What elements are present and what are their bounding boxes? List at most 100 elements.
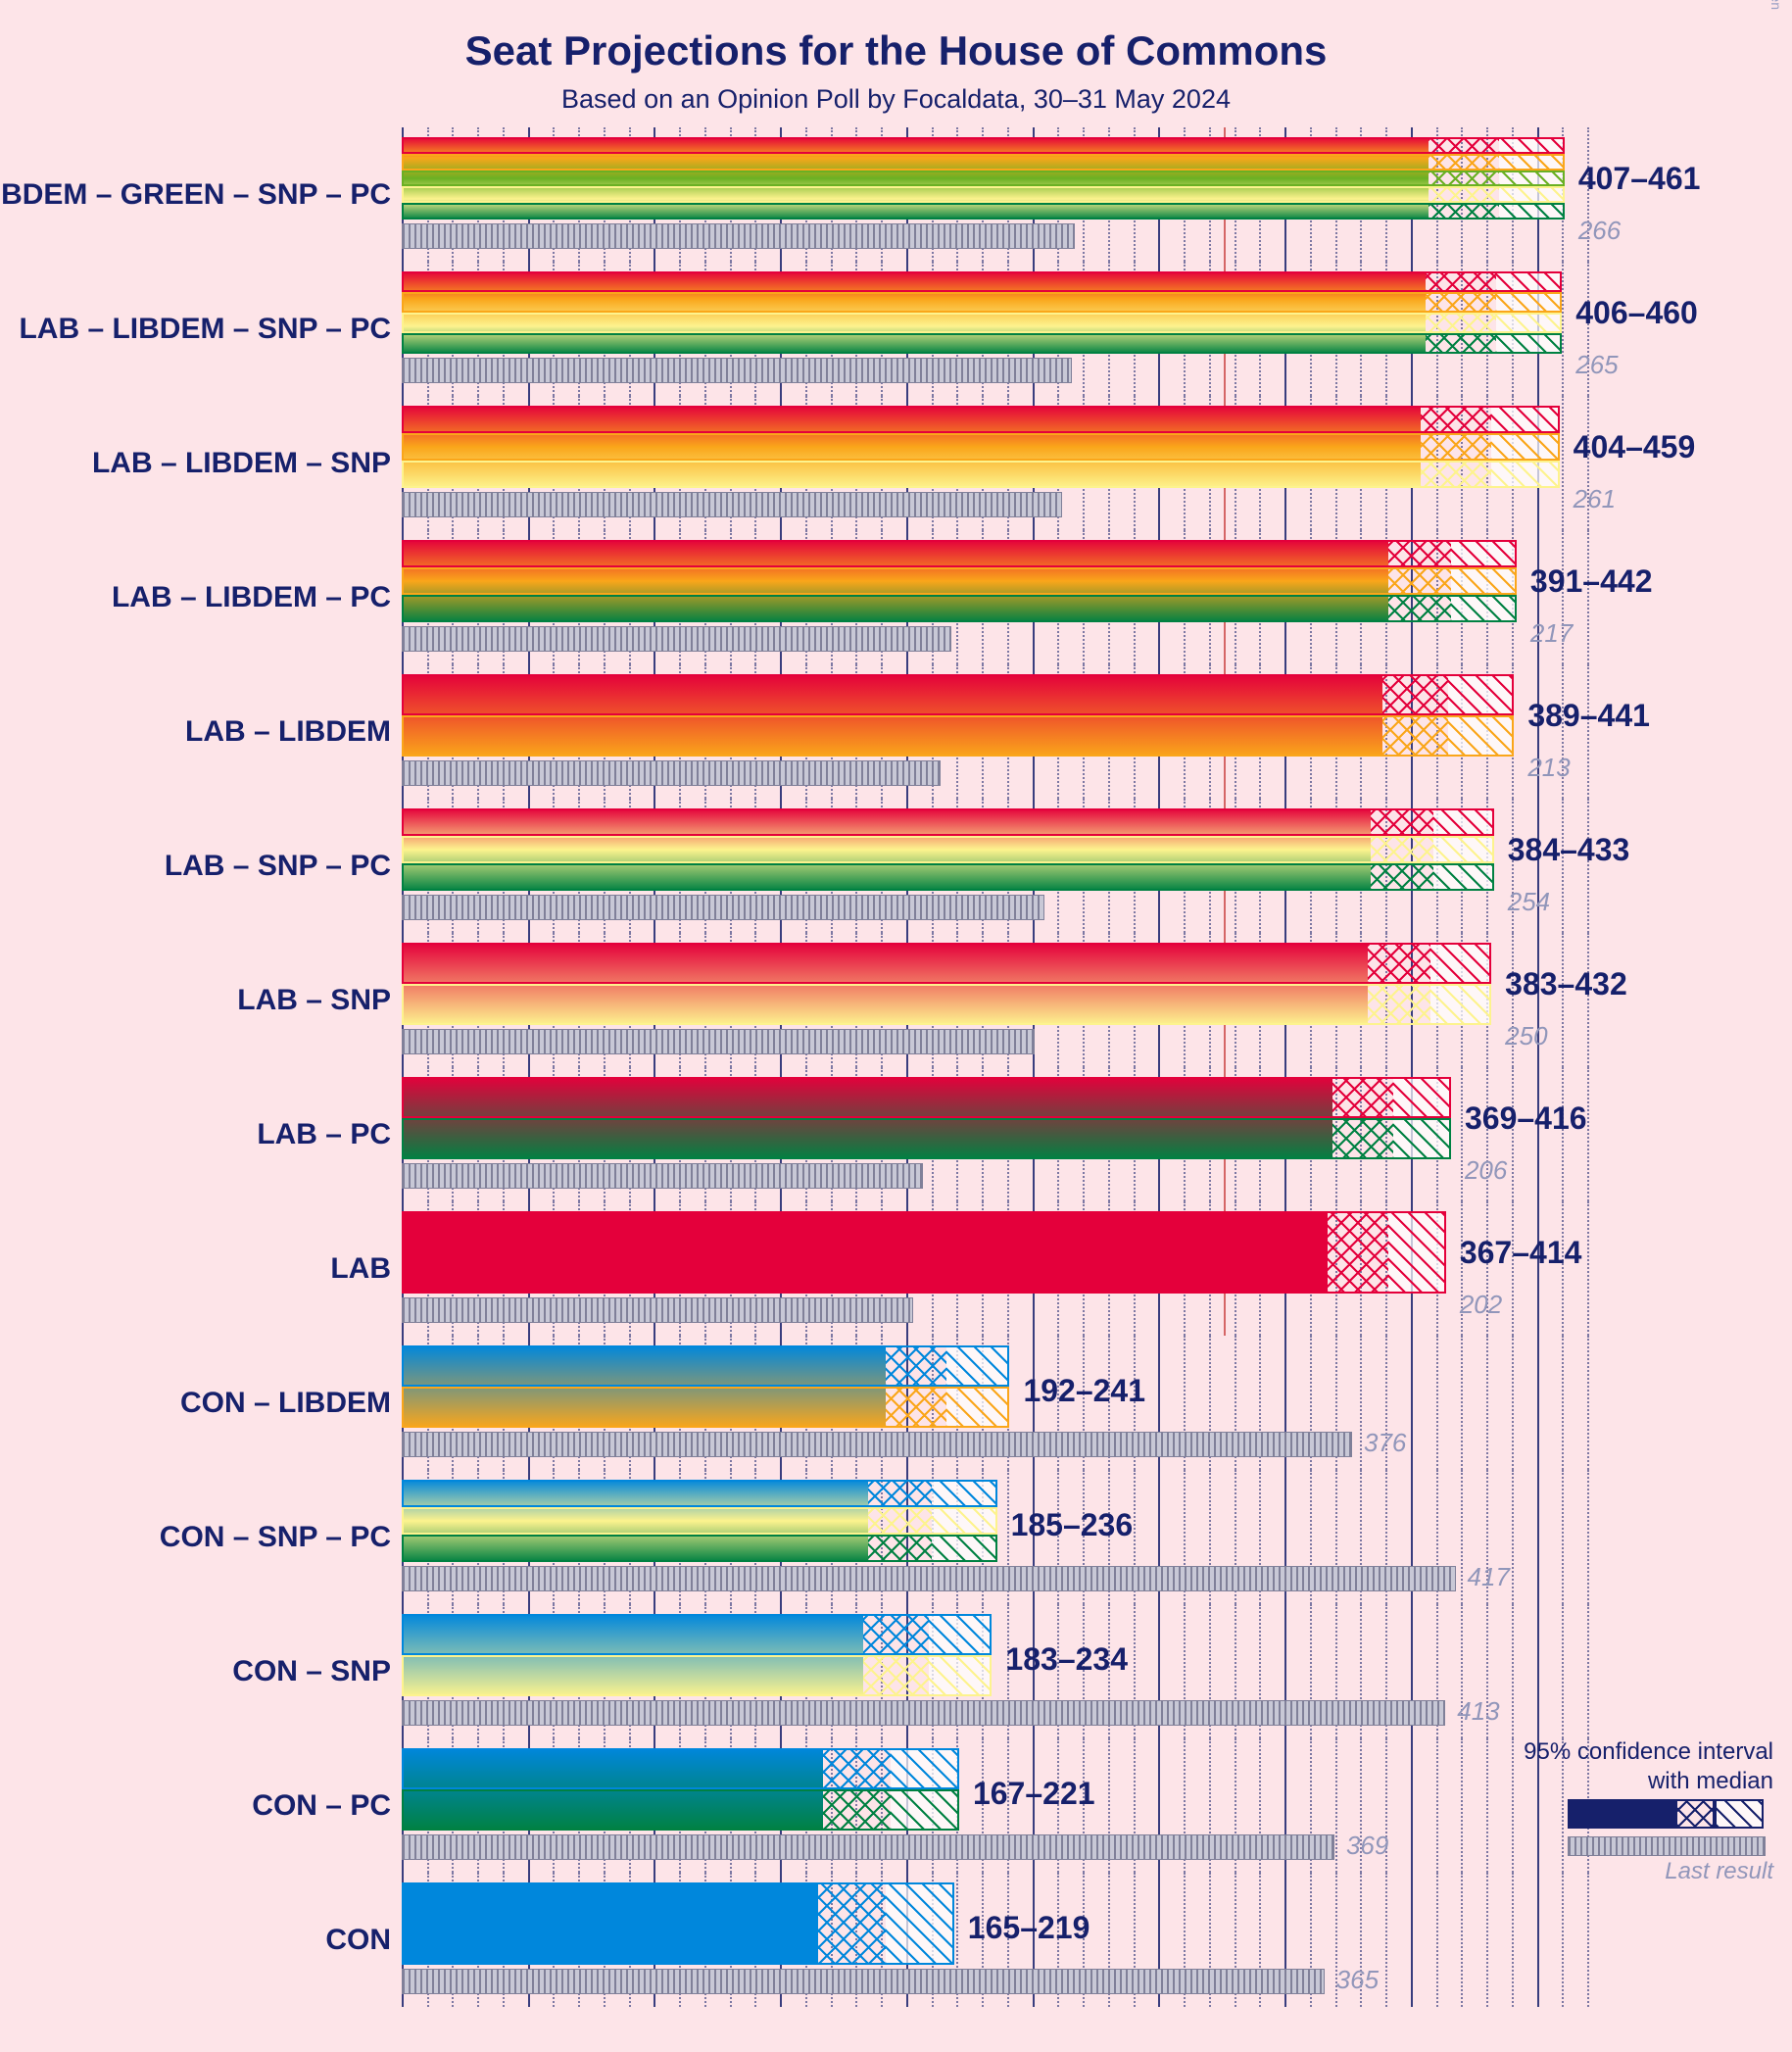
row-label: LAB xyxy=(330,1252,391,1286)
chart-row: LAB – LIBDEM – GREEN – SNP – PC 407–461 26… xyxy=(0,127,1792,262)
chart-row: CON – SNP 183–234 413 xyxy=(0,1604,1792,1738)
row-label: LAB – SNP xyxy=(237,984,391,1017)
row-plot xyxy=(402,664,1587,799)
last-result-label: 261 xyxy=(1574,484,1616,514)
chart-subtitle: Based on an Opinion Poll by Focaldata, 3… xyxy=(0,84,1792,115)
bar-outline xyxy=(402,943,1491,984)
legend-last-text: Last result xyxy=(1665,1858,1773,1885)
bar-outline xyxy=(402,1211,1446,1294)
row-label: LAB – PC xyxy=(257,1118,391,1151)
bar-outline xyxy=(402,1535,997,1562)
last-result-bar xyxy=(402,492,1062,517)
row-plot xyxy=(402,799,1587,933)
row-label: LAB – LIBDEM xyxy=(185,715,391,749)
row-label: CON – SNP – PC xyxy=(160,1521,391,1554)
bar-outline xyxy=(402,1614,992,1655)
range-label: 367–414 xyxy=(1460,1235,1582,1271)
last-result-label: 265 xyxy=(1575,350,1618,380)
bar-outline xyxy=(402,313,1562,333)
range-label: 404–459 xyxy=(1574,429,1696,465)
last-result-bar xyxy=(402,1297,913,1323)
legend-text-2: with median xyxy=(1648,1768,1773,1795)
last-result-label: 202 xyxy=(1460,1290,1502,1320)
range-label: 383–432 xyxy=(1505,966,1627,1002)
range-label: 185–236 xyxy=(1011,1507,1134,1543)
row-plot xyxy=(402,530,1587,664)
last-result-bar xyxy=(402,760,941,786)
chart-row: LAB – LIBDEM – PC 391–442 217 xyxy=(0,530,1792,664)
chart-row: LAB – SNP 383–432 250 xyxy=(0,933,1792,1067)
row-label: LAB – LIBDEM – PC xyxy=(112,581,391,614)
range-label: 389–441 xyxy=(1527,698,1650,734)
legend-sample-solid xyxy=(1568,1799,1675,1829)
last-result-bar xyxy=(402,626,951,652)
legend-sample-ci-low xyxy=(1675,1799,1715,1829)
last-result-bar xyxy=(402,1432,1352,1457)
bar-outline xyxy=(402,863,1494,891)
bar-outline xyxy=(402,271,1562,292)
row-label: LAB – LIBDEM – SNP – PC xyxy=(19,313,391,346)
chart-row: LAB – SNP – PC 384–433 254 xyxy=(0,799,1792,933)
last-result-bar xyxy=(402,223,1075,249)
last-result-bar xyxy=(402,1566,1456,1591)
bar-outline xyxy=(402,1345,1009,1387)
bar-outline xyxy=(402,674,1514,715)
bar-outline xyxy=(402,1507,997,1535)
bar-outline xyxy=(402,715,1514,757)
last-result-bar xyxy=(402,895,1044,920)
chart-title: Seat Projections for the House of Common… xyxy=(0,27,1792,74)
range-label: 407–461 xyxy=(1578,161,1701,197)
bar-outline xyxy=(402,1387,1009,1428)
range-label: 192–241 xyxy=(1023,1373,1145,1409)
range-label: 384–433 xyxy=(1508,832,1630,868)
chart-row: LAB – PC369–416206 xyxy=(0,1067,1792,1201)
last-result-label: 206 xyxy=(1465,1155,1507,1186)
bar-outline xyxy=(402,171,1565,187)
last-result-label: 213 xyxy=(1527,753,1570,783)
row-label: CON – SNP xyxy=(232,1655,391,1688)
row-plot xyxy=(402,1470,1587,1604)
bar-outline xyxy=(402,595,1517,622)
page: Seat Projections for the House of Common… xyxy=(0,0,1792,2052)
last-result-label: 417 xyxy=(1468,1562,1510,1592)
row-label: LAB – SNP – PC xyxy=(165,850,391,883)
last-result-label: 254 xyxy=(1508,887,1550,917)
last-result-label: 266 xyxy=(1578,216,1621,246)
chart-row: CON – LIBDEM192–241376 xyxy=(0,1336,1792,1470)
last-result-label: 217 xyxy=(1530,618,1573,649)
bar-outline xyxy=(402,203,1565,220)
last-result-bar xyxy=(402,1163,923,1189)
last-result-bar xyxy=(402,1700,1445,1726)
chart-row: LAB – LIBDEM – SNP – PC 406–460 265 xyxy=(0,262,1792,396)
bar-outline xyxy=(402,433,1560,461)
last-result-bar xyxy=(402,358,1072,383)
range-label: 165–219 xyxy=(968,1910,1090,1946)
range-label: 406–460 xyxy=(1575,295,1698,331)
bar-outline xyxy=(402,137,1565,154)
bar-outline xyxy=(402,333,1562,354)
last-result-bar xyxy=(402,1029,1035,1054)
row-plot xyxy=(402,1336,1587,1470)
bar-outline xyxy=(402,1655,992,1696)
bar-outline xyxy=(402,540,1517,567)
bar-outline xyxy=(402,1077,1451,1118)
row-plot xyxy=(402,1067,1587,1201)
last-result-label: 376 xyxy=(1364,1428,1406,1458)
row-plot xyxy=(402,127,1587,262)
row-label: LAB – LIBDEM – SNP xyxy=(92,447,391,480)
last-result-label: 413 xyxy=(1457,1696,1499,1727)
row-plot xyxy=(402,396,1587,530)
row-label: LAB – LIBDEM – GREEN – SNP – PC xyxy=(0,178,391,212)
copyright-text: © 2024 Filip van Laenen xyxy=(1768,0,1784,10)
row-label: CON xyxy=(325,1924,391,1957)
range-label: 391–442 xyxy=(1530,563,1653,600)
last-result-label: 250 xyxy=(1505,1021,1547,1051)
bar-outline xyxy=(402,406,1560,433)
bar-outline xyxy=(402,836,1494,863)
bar-outline xyxy=(402,984,1491,1025)
range-label: 183–234 xyxy=(1005,1641,1128,1678)
row-plot xyxy=(402,1604,1587,1738)
chart-area: LAB – LIBDEM – GREEN – SNP – PC 407–461 26… xyxy=(0,127,1792,2009)
legend-text-1: 95% confidence interval xyxy=(1524,1738,1773,1766)
bar-outline xyxy=(402,1118,1451,1159)
